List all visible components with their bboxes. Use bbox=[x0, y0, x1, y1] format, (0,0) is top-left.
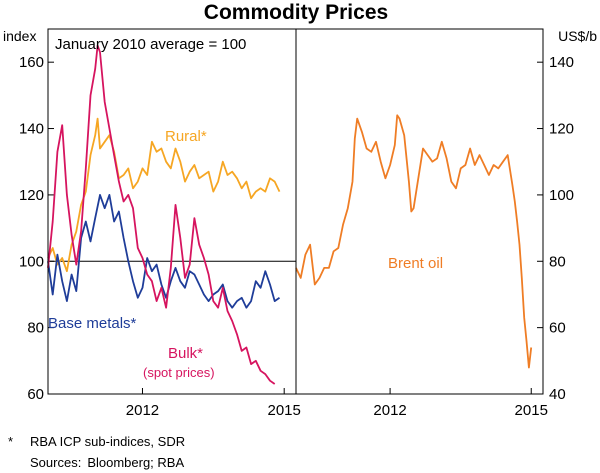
footnote: * RBA ICP sub-indices, SDR bbox=[0, 434, 185, 449]
right-y-axis-label: US$/b bbox=[558, 28, 597, 44]
base-metals-series-line bbox=[47, 193, 281, 309]
left-y-axis-label: index bbox=[3, 28, 36, 44]
brent-oil-series-label: Brent oil bbox=[388, 255, 443, 272]
sources-note: Sources: Bloomberg; RBA bbox=[30, 455, 184, 470]
y-tick-label: 100 bbox=[19, 253, 44, 270]
brent-oil-series-line bbox=[295, 114, 533, 369]
y-tick-label: 120 bbox=[549, 121, 574, 138]
rural-series-label: Rural* bbox=[165, 128, 207, 145]
y-tick-label: 160 bbox=[19, 54, 44, 71]
x-tick-label: 2015 bbox=[515, 402, 548, 419]
bulk-series-sublabel: (spot prices) bbox=[143, 365, 215, 380]
base-metals-series-label: Base metals* bbox=[48, 315, 137, 332]
rural-series-line bbox=[47, 117, 281, 273]
sources-text: Bloomberg; RBA bbox=[87, 455, 185, 470]
bulk-series-label: Bulk* bbox=[168, 345, 203, 362]
x-tick-label: 2012 bbox=[373, 402, 406, 419]
commodity-prices-chart: Commodity Prices index US$/b 60 80 100 120 1… bbox=[3, 1, 597, 419]
y-tick-label: 140 bbox=[19, 121, 44, 138]
y-tick-label: 60 bbox=[549, 320, 566, 337]
y-tick-label: 40 bbox=[549, 386, 566, 403]
y-tick-label: 140 bbox=[549, 54, 574, 71]
y-tick-label: 60 bbox=[27, 386, 44, 403]
y-tick-label: 120 bbox=[19, 187, 44, 204]
y-tick-label: 100 bbox=[549, 187, 574, 204]
footnote-text: RBA ICP sub-indices, SDR bbox=[30, 434, 186, 449]
y-tick-label: 80 bbox=[549, 253, 566, 270]
baseline-annotation: January 2010 average = 100 bbox=[55, 36, 246, 53]
x-tick-label: 2012 bbox=[126, 402, 159, 419]
x-tick-label: 2015 bbox=[268, 402, 301, 419]
chart-title: Commodity Prices bbox=[204, 1, 388, 24]
footnote-mark: * bbox=[8, 434, 14, 449]
sources-label: Sources: bbox=[30, 455, 82, 470]
bulk-series-line bbox=[47, 44, 276, 385]
y-tick-label: 80 bbox=[27, 320, 44, 337]
